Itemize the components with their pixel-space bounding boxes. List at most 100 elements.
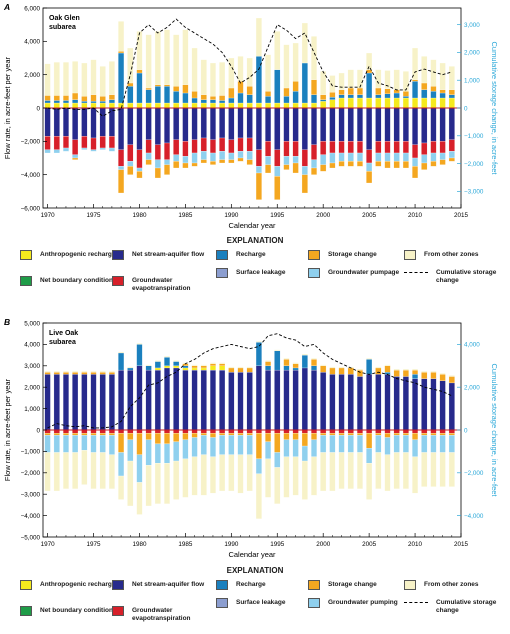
bar-groundwater-pumpage-1975 — [90, 149, 97, 152]
bar-groundwater-pumping-1993 — [255, 458, 262, 474]
bar-recharge-1987 — [200, 99, 207, 104]
bar-net-stream-aquifer-flow-2004 — [356, 107, 363, 142]
bar-groundwater-pumping-1998 — [301, 445, 308, 462]
x-tick-label: 1970 — [41, 212, 56, 219]
bar-recharge-1979 — [127, 367, 134, 371]
bar-storage-change-1988 — [209, 363, 216, 366]
bar-storage-change-1977 — [108, 94, 115, 100]
bar-net-stream-aquifer-flow-1974 — [81, 107, 88, 137]
bar-from-other-zones-1970 — [44, 371, 51, 373]
bar-net-stream-aquifer-flow-1980 — [136, 107, 143, 150]
bar-groundwater-pumpage-1999 — [311, 159, 317, 169]
bar-from-other-zones-1981 — [145, 34, 152, 89]
legend-panel-b: EXPLANATION Anthropogenic recharge Net s… — [0, 562, 510, 634]
y2-tick-label: 3,000 — [464, 22, 480, 29]
bar-net-stream-aquifer-flow-1994 — [265, 107, 272, 142]
bar-storage-change-1990 — [228, 159, 235, 164]
bar-from-other-zones-1983 — [164, 29, 170, 85]
bar-groundwater-pumpage-1988 — [209, 152, 216, 162]
bar-groundwater-pumping-1982 — [154, 443, 161, 464]
bar-from-other-zones-1991 — [237, 366, 244, 369]
y2-tick-label: 2,000 — [464, 50, 480, 57]
y2-tick-label: −2,000 — [464, 470, 484, 477]
bar-recharge-2007 — [384, 93, 391, 99]
bar-storage-change-1987 — [200, 159, 207, 164]
legend-swatch — [20, 606, 32, 616]
bar-net-stream-aquifer-flow-1992 — [246, 372, 253, 431]
bar-groundwater-pumping-1992 — [246, 435, 253, 455]
bar-groundwater-pumpage-2007 — [384, 152, 391, 162]
y-tick-label: −6,000 — [21, 205, 41, 212]
bar-net-stream-aquifer-flow-1983 — [164, 107, 170, 144]
legend-dashed-line — [404, 602, 428, 603]
bar-groundwater-pumpage-2001 — [329, 152, 336, 164]
bar-storage-change-2011 — [421, 433, 428, 436]
bar-recharge-1977 — [108, 99, 115, 104]
bar-from-other-zones-1987 — [200, 59, 207, 95]
bar-storage-change-1999 — [311, 359, 317, 366]
legend-swatch — [20, 250, 32, 260]
bar-groundwater-evapotranspiration-1984 — [173, 139, 180, 155]
bar-net-stream-aquifer-flow-2003 — [347, 107, 354, 142]
bar-recharge-1995 — [274, 69, 281, 104]
bar-groundwater-pumpage-2011 — [421, 154, 428, 164]
bar-recharge-1984 — [173, 361, 180, 366]
bar-storage-change-2006 — [375, 161, 382, 167]
bar-groundwater-evapotranspiration-1999 — [311, 144, 317, 160]
bar-anthropogenic-recharge-2013 — [439, 97, 446, 109]
y2-tick-label: −2,000 — [464, 161, 484, 168]
cumulative-storage-line — [47, 18, 452, 117]
bar-net-stream-aquifer-flow-1979 — [127, 369, 134, 431]
bar-storage-change-1970 — [44, 95, 51, 101]
bar-storage-change-1972 — [62, 433, 69, 436]
bar-anthropogenic-recharge-1983 — [164, 365, 170, 369]
bar-net-stream-aquifer-flow-1973 — [72, 374, 79, 431]
bar-groundwater-pumping-2006 — [375, 435, 382, 453]
x-tick-label: 1990 — [224, 541, 239, 548]
bar-from-other-zones-1994 — [265, 458, 272, 498]
bar-from-other-zones-1980 — [136, 31, 143, 70]
bar-storage-change-2006 — [375, 87, 382, 95]
x-tick-label: 2000 — [316, 541, 331, 548]
bar-anthropogenic-recharge-2010 — [412, 97, 419, 109]
legend-swatch — [20, 276, 32, 286]
bar-net-stream-aquifer-flow-1993 — [255, 365, 262, 431]
bar-from-other-zones-1973 — [72, 371, 79, 373]
bar-from-other-zones-2000 — [320, 364, 327, 366]
bar-from-other-zones-1974 — [81, 450, 88, 485]
bar-from-other-zones-1986 — [191, 456, 198, 496]
x-tick-label: 1980 — [132, 212, 147, 219]
y-tick-label: −2,000 — [21, 139, 41, 146]
legend-swatch — [308, 598, 320, 608]
bar-storage-change-2009 — [402, 161, 409, 169]
bar-net-stream-aquifer-flow-1992 — [246, 107, 253, 139]
bar-storage-change-2013 — [439, 374, 446, 381]
bar-recharge-1982 — [154, 86, 161, 104]
x-tick-label: 1985 — [178, 541, 193, 548]
bar-from-other-zones-2007 — [384, 364, 391, 366]
y-tick-label: 2,000 — [24, 72, 40, 79]
bar-net-stream-aquifer-flow-1979 — [127, 107, 134, 145]
bar-groundwater-pumping-1985 — [182, 439, 189, 460]
bar-recharge-1972 — [62, 100, 69, 104]
bar-storage-change-2001 — [329, 367, 336, 375]
bar-net-stream-aquifer-flow-1995 — [274, 107, 281, 150]
bar-from-other-zones-2012 — [430, 371, 437, 373]
bar-groundwater-pumpage-1981 — [145, 152, 152, 160]
bar-recharge-1995 — [274, 350, 281, 371]
bar-from-other-zones-1980 — [136, 343, 143, 345]
legend-swatch — [308, 580, 320, 590]
bar-net-stream-aquifer-flow-1997 — [292, 369, 299, 431]
bar-net-stream-aquifer-flow-1982 — [154, 369, 161, 431]
bar-groundwater-pumpage-1973 — [72, 154, 79, 159]
bar-storage-change-1989 — [219, 363, 226, 366]
bar-groundwater-pumpage-1986 — [191, 152, 198, 164]
bar-groundwater-evapotranspiration-1982 — [154, 144, 161, 160]
bar-storage-change-1974 — [81, 96, 88, 102]
bar-storage-change-1978 — [118, 51, 125, 54]
bar-net-stream-aquifer-flow-1970 — [44, 107, 51, 137]
bar-groundwater-evapotranspiration-1986 — [191, 139, 198, 154]
bar-net-stream-aquifer-flow-1978 — [118, 107, 125, 150]
bar-recharge-2014 — [448, 94, 455, 99]
bar-groundwater-evapotranspiration-1975 — [90, 137, 97, 150]
